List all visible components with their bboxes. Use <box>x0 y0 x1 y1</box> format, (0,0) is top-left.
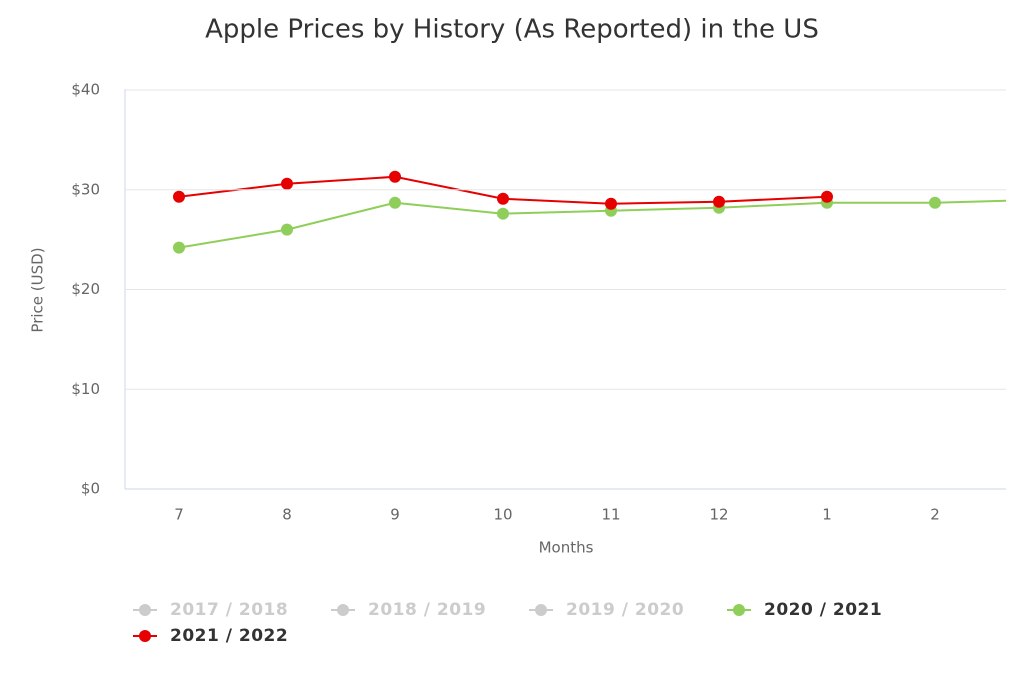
legend-marker <box>733 604 745 616</box>
y-tick-label: $10 <box>71 380 100 398</box>
data-point <box>389 170 401 183</box>
plot-area <box>173 170 1006 254</box>
x-tick-label: 7 <box>174 506 184 524</box>
data-point <box>497 207 509 220</box>
x-tick-label: 8 <box>282 506 292 524</box>
legend-label[interactable]: 2019 / 2020 <box>566 600 684 620</box>
data-point <box>389 196 401 209</box>
data-point <box>173 241 185 254</box>
legend-label[interactable]: 2020 / 2021 <box>764 600 882 620</box>
data-point <box>929 196 941 209</box>
y-tick-label: $0 <box>81 480 100 498</box>
data-point <box>821 190 833 203</box>
x-tick-label: 9 <box>390 506 400 524</box>
legend-marker <box>535 604 547 616</box>
data-point <box>281 223 293 236</box>
data-point <box>605 197 617 210</box>
x-tick-label: 12 <box>709 506 728 524</box>
y-tick-label: $20 <box>71 280 100 298</box>
series-line <box>178 199 1006 249</box>
legend-label[interactable]: 2021 / 2022 <box>170 626 288 646</box>
x-tick-label: 10 <box>493 506 512 524</box>
chart-title: Apple Prices by History (As Reported) in… <box>205 15 819 45</box>
data-point <box>497 192 509 205</box>
legend-marker <box>139 604 151 616</box>
data-point <box>713 195 725 208</box>
legend-marker <box>139 630 151 642</box>
data-point <box>173 190 185 203</box>
legend-label[interactable]: 2018 / 2019 <box>368 600 486 620</box>
x-tick-label: 2 <box>930 506 940 524</box>
legend-label[interactable]: 2017 / 2018 <box>170 600 288 620</box>
x-tick-label: 1 <box>822 506 832 524</box>
y-tick-label: $40 <box>71 81 100 99</box>
x-tick-label: 11 <box>601 506 620 524</box>
data-point <box>281 177 293 190</box>
legend-marker <box>337 604 349 616</box>
y-axis-label: Price (USD) <box>29 247 47 332</box>
y-tick-label: $30 <box>71 180 100 198</box>
x-axis-label: Months <box>539 539 594 557</box>
